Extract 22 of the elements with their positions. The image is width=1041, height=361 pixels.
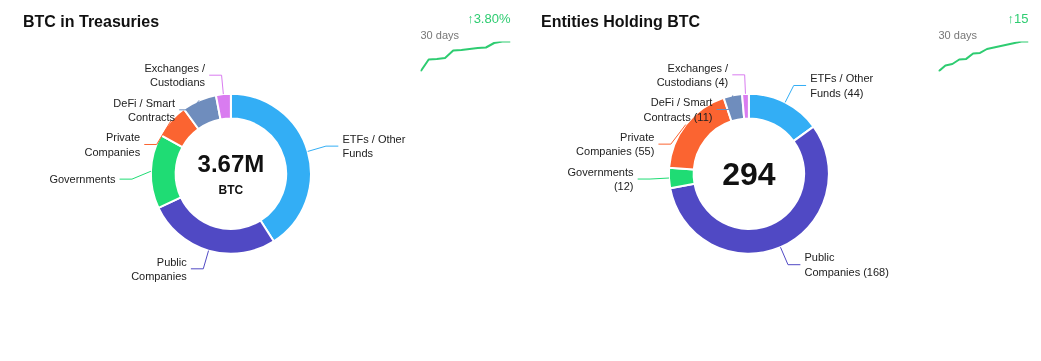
slice-label: DeFi / Smart Contracts bbox=[113, 96, 176, 124]
slice-label: Public Companies bbox=[131, 255, 188, 283]
slice-label: Private Companies bbox=[84, 131, 141, 158]
text: ↑15 bbox=[1007, 10, 1029, 26]
text: ↑3.80% bbox=[467, 10, 511, 26]
chart-title: Entities Holding BTC bbox=[541, 12, 701, 30]
chart-title: BTC in Treasuries bbox=[23, 12, 160, 30]
slice-label: Private Companies (55) bbox=[576, 130, 655, 158]
text: 3.67M bbox=[197, 150, 265, 178]
data-label: (12) bbox=[613, 180, 634, 193]
legend-label: DeFi / Smart Contracts (11) bbox=[643, 96, 713, 123]
chart-title: 30 days bbox=[420, 28, 460, 41]
chart-title: 30 days bbox=[938, 28, 978, 41]
slice-label: ETFs / Other Funds bbox=[342, 132, 406, 160]
slice-label: Exchanges / Custodians bbox=[144, 61, 207, 89]
legend-label: Governments bbox=[567, 165, 635, 178]
slice-label: Public Companies (168) bbox=[804, 251, 889, 278]
text: 294 bbox=[722, 155, 776, 192]
slice-label: ETFs / Other Funds (44) bbox=[810, 72, 874, 99]
slice-label: Exchanges / Custodians (4) bbox=[656, 61, 730, 89]
slice-label: Governments bbox=[49, 173, 116, 186]
text: BTC bbox=[218, 183, 244, 198]
